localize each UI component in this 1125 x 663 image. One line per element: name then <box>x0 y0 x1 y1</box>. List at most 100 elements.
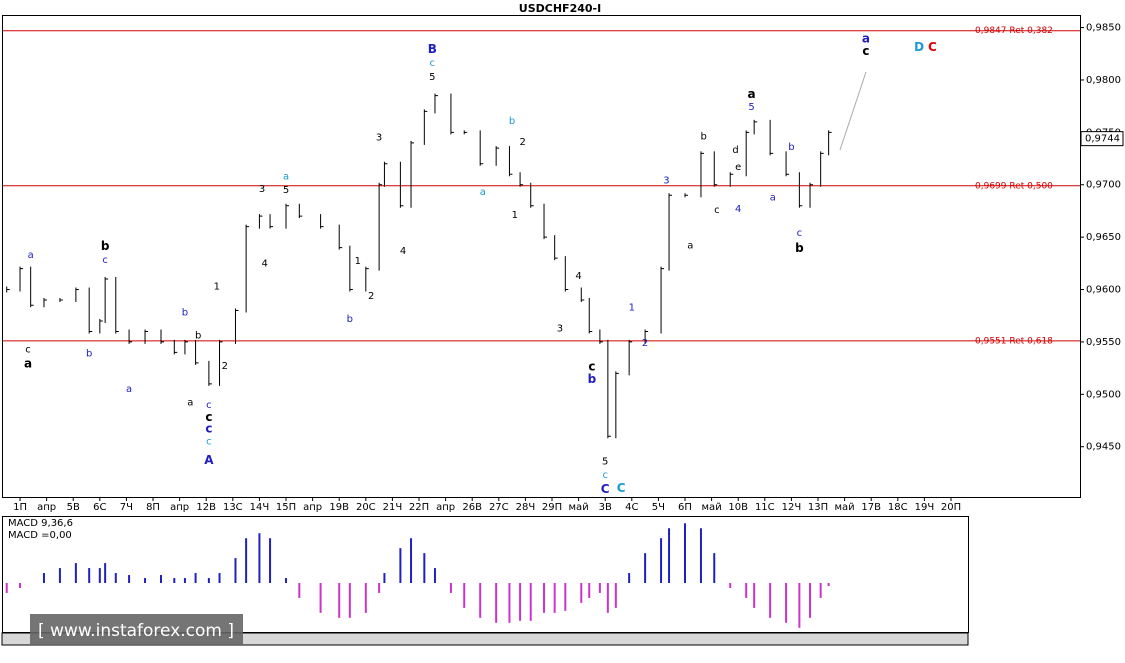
x-tick-label: 6С <box>93 502 106 513</box>
x-tick-label: 6П <box>678 502 692 513</box>
price-bar <box>450 93 454 135</box>
wave-label: c <box>206 400 212 411</box>
wave-label: a <box>480 187 486 198</box>
x-tick-label: 29П <box>542 502 562 513</box>
x-tick-label: 7Ч <box>120 502 133 513</box>
price-bar <box>349 245 353 292</box>
x-tick-label: 17В <box>861 502 881 513</box>
y-tick-label: 0,9850 <box>1086 23 1121 34</box>
wave-label: 4 <box>262 258 268 269</box>
price-bar <box>564 256 569 292</box>
last-price-box <box>1080 131 1124 147</box>
bottom-strip <box>1 632 969 646</box>
price-bar <box>588 298 593 334</box>
wave-label: D <box>914 40 924 54</box>
x-tick-label: май <box>569 502 589 513</box>
wave-label: c <box>25 344 31 355</box>
price-bar <box>785 151 790 177</box>
price-bar <box>258 214 263 229</box>
x-tick-label: 8П <box>146 502 160 513</box>
price-bar <box>383 161 388 187</box>
wave-label: 3 <box>663 176 669 187</box>
price-bar <box>19 266 24 292</box>
price-bar <box>173 339 178 355</box>
price-bar <box>59 298 63 303</box>
price-bar <box>234 308 239 344</box>
price-bar <box>338 224 343 250</box>
price-bar <box>769 119 774 156</box>
wave-label: a <box>283 171 289 182</box>
price-bar <box>43 298 47 308</box>
x-tick-label: 19Ч <box>915 502 935 513</box>
wave-label: e <box>735 162 741 173</box>
price-bar <box>410 140 415 208</box>
y-tick-label: 0,9450 <box>1086 442 1121 453</box>
indicator-label: MACD 9,36,6 <box>8 518 73 529</box>
wave-label: 1 <box>355 256 361 267</box>
wave-label: 3 <box>557 323 563 334</box>
watermark: [ www.instaforex.com ] <box>38 621 234 641</box>
x-tick-label: 13С <box>223 502 243 513</box>
wave-label: a <box>126 384 132 395</box>
wave-label: a <box>28 250 34 261</box>
price-bar <box>463 130 468 135</box>
price-bar <box>580 287 585 303</box>
price-bar <box>285 203 290 229</box>
price-bar <box>128 329 133 344</box>
wave-label: b <box>700 132 706 143</box>
price-bar <box>607 339 611 439</box>
price-bar <box>660 266 665 334</box>
wave-label: a <box>687 241 693 252</box>
x-tick-label: 11С <box>755 502 775 513</box>
wave-label: b <box>195 331 201 342</box>
price-bar <box>530 182 534 208</box>
watermark-box <box>30 614 243 645</box>
wave-label: C <box>928 40 937 54</box>
wave-label: 5 <box>429 72 435 83</box>
retracement-label: 0,9699 Ret 0,500 <box>975 181 1053 191</box>
x-tick-label: 18С <box>888 502 908 513</box>
price-bar <box>378 182 383 271</box>
x-tick-label: 19В <box>329 502 349 513</box>
wave-label: 2 <box>222 361 228 372</box>
wave-label: c <box>602 470 608 481</box>
x-tick-label: май <box>702 502 722 513</box>
x-tick-label: 10В <box>728 502 748 513</box>
x-tick-label: 4С <box>625 502 638 513</box>
chart-title: USDCHF240-I <box>519 2 601 15</box>
x-tick-label: 3В <box>599 502 612 513</box>
wave-label: b <box>509 116 515 127</box>
price-bar <box>700 151 704 198</box>
wave-label: b <box>86 348 92 359</box>
price-bar <box>115 277 119 334</box>
wave-label: b <box>101 239 110 253</box>
price-bar <box>713 151 718 187</box>
price-bar <box>479 130 484 166</box>
price-bar <box>554 235 558 261</box>
x-tick-label: 12В <box>196 502 216 513</box>
wave-label: b <box>347 314 353 325</box>
retracement-label: 0,9847 Ret 0,382 <box>975 26 1053 36</box>
y-tick-label: 0,9650 <box>1086 232 1121 243</box>
price-bar <box>208 360 212 386</box>
y-tick-label: 0,9550 <box>1086 337 1121 348</box>
price-bar <box>495 146 500 166</box>
x-tick-label: 13П <box>808 502 828 513</box>
x-tick-label: 14Ч <box>250 502 270 513</box>
y-tick-label: 0,9500 <box>1086 389 1121 400</box>
price-panel-frame <box>2 15 1081 498</box>
x-tick-label: 21Ч <box>383 502 403 513</box>
price-bar <box>729 172 734 187</box>
price-bar <box>399 161 404 208</box>
price-bar <box>508 146 513 177</box>
x-tick-label: апр <box>37 502 56 513</box>
price-bar <box>269 214 274 229</box>
wave-label: 3 <box>259 184 265 195</box>
price-bar <box>684 193 689 198</box>
wave-label: 4 <box>400 246 406 257</box>
price-bar <box>434 93 438 114</box>
price-bar <box>599 329 603 344</box>
price-bar <box>365 266 369 292</box>
price-bar <box>668 193 673 271</box>
wave-label: b <box>588 372 597 386</box>
